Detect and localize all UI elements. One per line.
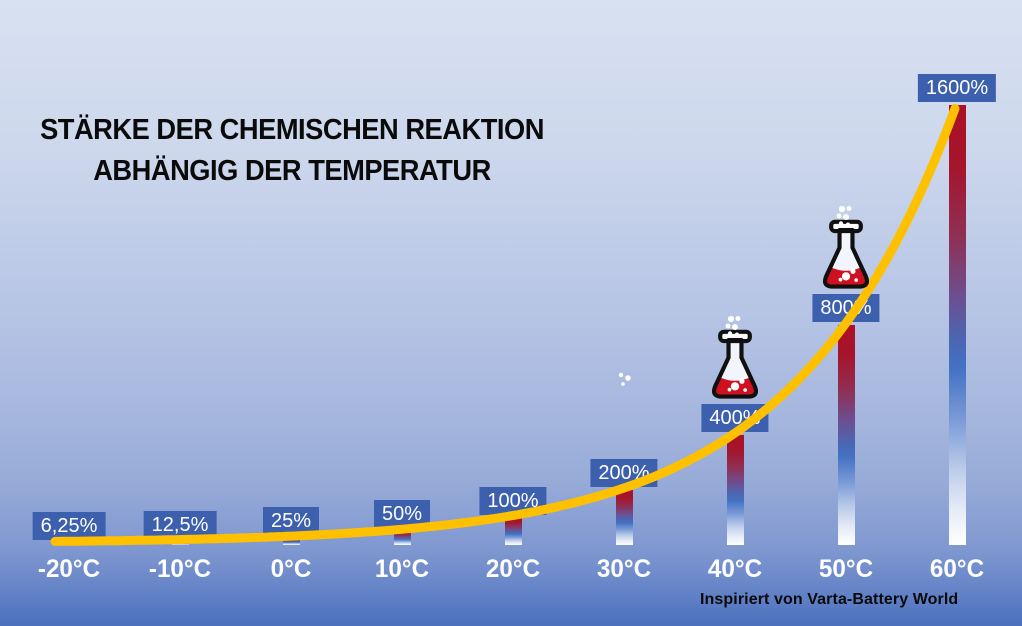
bar bbox=[171, 541, 189, 545]
chart-title-line2: ABHÄNGIG DER TEMPERATUR bbox=[93, 155, 491, 187]
chart-title-line1: STÄRKE DER CHEMISCHEN REAKTION bbox=[40, 114, 544, 146]
bar bbox=[837, 325, 855, 545]
axis-label: 40°C bbox=[707, 555, 763, 583]
value-label: 6,25% bbox=[32, 512, 106, 540]
credit-text: Inspiriert von Varta-Battery World bbox=[700, 591, 959, 608]
bubbles-icon bbox=[725, 315, 741, 337]
axis-label: 20°C bbox=[485, 555, 541, 583]
value-label: 400% bbox=[701, 404, 769, 432]
bubbles-annotation bbox=[834, 205, 856, 236]
bar bbox=[615, 490, 633, 545]
bar bbox=[393, 531, 411, 545]
value-label: 100% bbox=[479, 486, 547, 515]
bubbles-annotation bbox=[723, 315, 745, 346]
value-label: 12,5% bbox=[143, 510, 217, 539]
value-label: 50% bbox=[373, 500, 431, 529]
axis-label: 60°C bbox=[929, 555, 985, 583]
bar bbox=[282, 538, 300, 545]
value-label: 25% bbox=[262, 507, 320, 536]
axis-label: 10°C bbox=[374, 555, 430, 583]
bubbles-annotation bbox=[617, 372, 633, 393]
bar bbox=[948, 105, 966, 545]
chart-title: STÄRKE DER CHEMISCHEN REAKTION ABHÄNGIG … bbox=[34, 110, 549, 192]
axis-label: -10°C bbox=[148, 555, 212, 583]
bar bbox=[726, 435, 744, 545]
value-label: 800% bbox=[812, 294, 880, 322]
bar bbox=[60, 543, 78, 545]
axis-label: -20°C bbox=[37, 555, 101, 583]
axis-label: 50°C bbox=[818, 555, 874, 583]
bubbles-icon bbox=[618, 372, 631, 386]
axis-label: 0°C bbox=[270, 555, 312, 583]
bar bbox=[504, 517, 522, 545]
value-label: 200% bbox=[590, 459, 658, 487]
bubbles-icon bbox=[836, 205, 852, 227]
axis-label: 30°C bbox=[596, 555, 652, 583]
value-label: 1600% bbox=[917, 74, 997, 102]
